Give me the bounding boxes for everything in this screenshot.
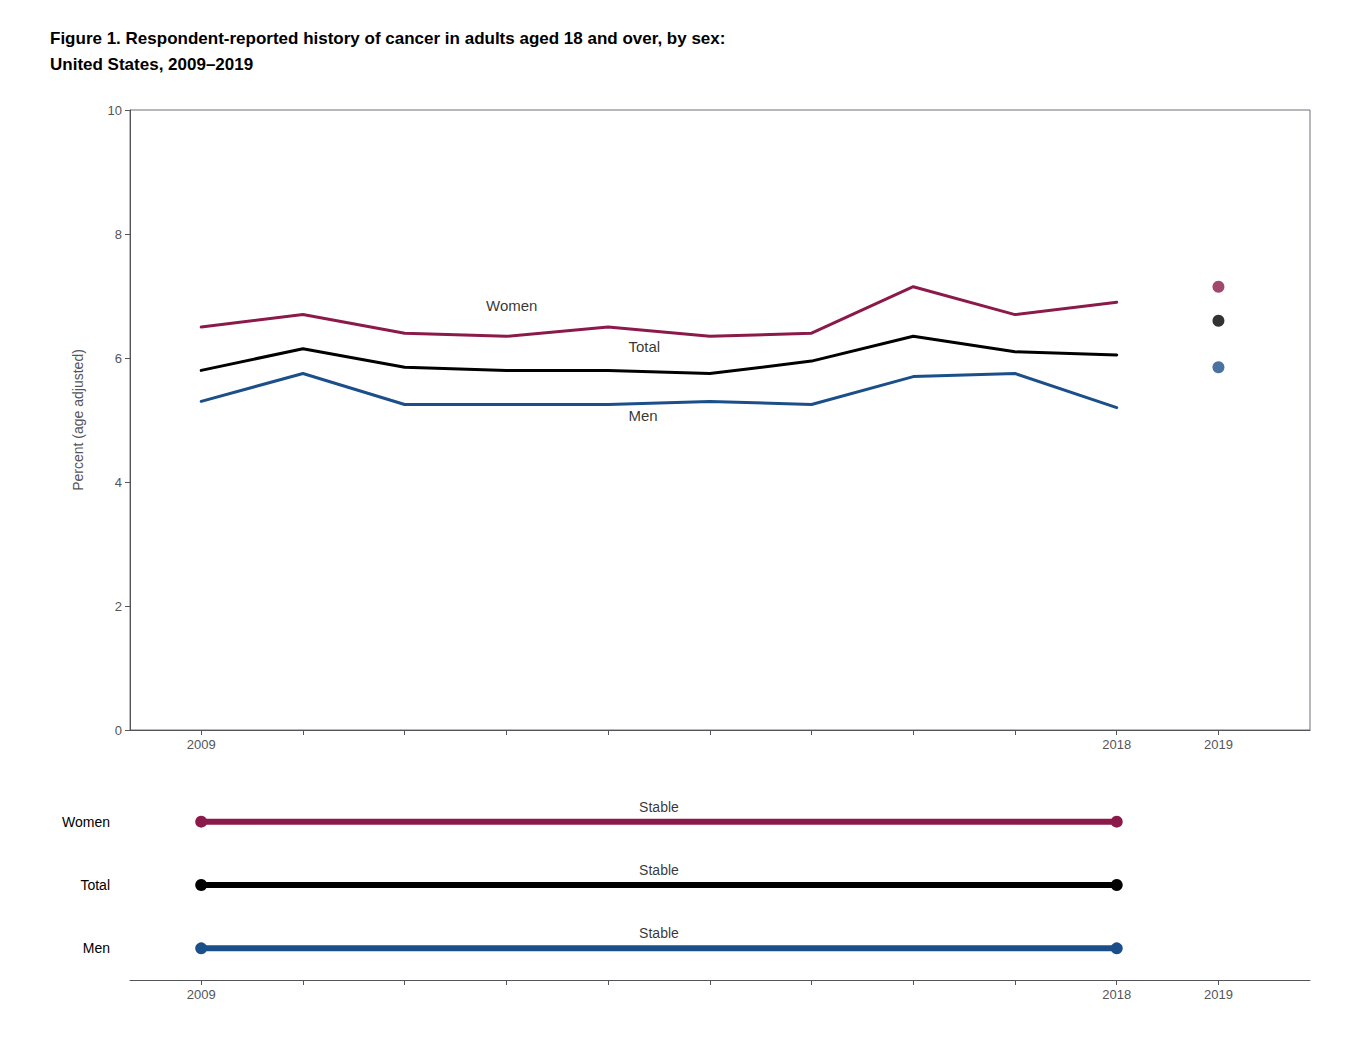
svg-text:Men: Men [83,940,110,956]
svg-text:2009: 2009 [187,737,216,752]
svg-text:6: 6 [115,351,122,366]
svg-text:0: 0 [115,723,122,738]
svg-text:Percent (age adjusted): Percent (age adjusted) [70,349,86,491]
svg-text:2019: 2019 [1204,737,1233,752]
svg-text:2019: 2019 [1204,987,1233,1002]
svg-text:2018: 2018 [1102,987,1131,1002]
svg-text:Stable: Stable [639,925,679,941]
svg-text:Women: Women [486,297,537,314]
svg-text:Women: Women [62,814,110,830]
svg-text:2018: 2018 [1102,737,1131,752]
svg-text:2009: 2009 [187,987,216,1002]
svg-text:8: 8 [115,227,122,242]
svg-text:Figure 1. Respondent-reported: Figure 1. Respondent-reported history of… [50,29,725,48]
svg-text:United States, 2009–2019: United States, 2009–2019 [50,55,253,74]
svg-text:Stable: Stable [639,862,679,878]
svg-text:10: 10 [108,103,122,118]
svg-text:Stable: Stable [639,799,679,815]
svg-text:4: 4 [115,475,122,490]
svg-text:Total: Total [80,877,110,893]
svg-text:2: 2 [115,599,122,614]
svg-text:Men: Men [628,407,657,424]
svg-text:Total: Total [628,338,660,355]
